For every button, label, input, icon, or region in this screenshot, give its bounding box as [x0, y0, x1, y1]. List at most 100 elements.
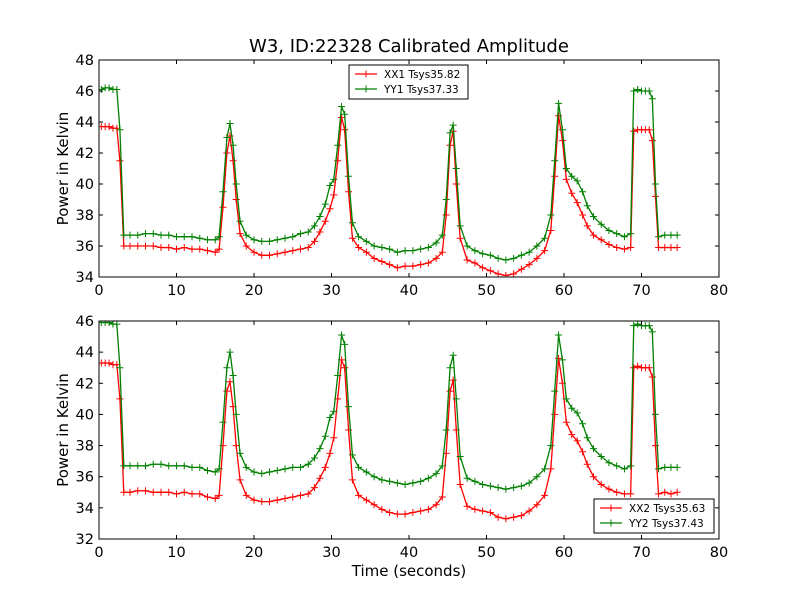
data-point	[142, 230, 149, 238]
data-point	[417, 507, 425, 515]
data-point	[180, 462, 188, 470]
data-point	[289, 233, 297, 241]
x-tick-label: 60	[555, 283, 573, 299]
data-point	[126, 488, 134, 496]
data-point	[463, 502, 471, 510]
data-point	[479, 250, 487, 258]
data-point	[165, 231, 173, 239]
data-point	[281, 495, 289, 503]
data-point	[326, 182, 334, 190]
data-point	[417, 261, 425, 269]
data-point	[338, 103, 346, 110]
data-point	[630, 87, 638, 95]
data-point	[401, 510, 409, 518]
data-point	[673, 244, 681, 252]
legend-marker	[362, 85, 370, 93]
data-point	[541, 465, 549, 473]
data-point	[597, 452, 605, 460]
data-point	[310, 454, 318, 462]
data-point	[547, 211, 555, 219]
data-point	[502, 271, 510, 277]
data-point	[648, 328, 656, 336]
data-point	[370, 473, 378, 481]
data-point	[551, 410, 559, 418]
data-point	[215, 233, 223, 241]
data-point	[232, 442, 240, 450]
data-point	[362, 496, 370, 504]
x-tick-label: 10	[167, 283, 185, 299]
data-point	[345, 172, 353, 180]
data-point	[424, 259, 432, 267]
x-tick-label: 0	[94, 283, 103, 299]
data-point	[409, 247, 417, 255]
data-point	[393, 264, 401, 272]
data-point	[452, 165, 460, 172]
data-point	[273, 236, 281, 244]
data-point	[661, 231, 669, 239]
data-point	[281, 234, 289, 242]
y-tick-label: 48	[76, 53, 94, 69]
data-point	[266, 468, 273, 476]
data-point	[525, 248, 533, 256]
data-point	[341, 364, 349, 372]
data-point	[533, 254, 541, 262]
data-point	[204, 493, 211, 501]
data-point	[355, 491, 363, 499]
data-point	[236, 476, 244, 484]
data-point	[541, 247, 549, 255]
data-point	[579, 448, 587, 456]
data-point	[438, 462, 446, 470]
data-point	[348, 451, 356, 459]
data-point	[651, 410, 659, 418]
data-point	[502, 256, 510, 264]
data-point	[620, 490, 628, 498]
data-point	[310, 484, 318, 492]
data-point	[348, 219, 356, 227]
data-point	[116, 364, 124, 372]
data-point	[134, 231, 142, 239]
data-point	[196, 490, 204, 498]
data-point	[316, 445, 324, 453]
data-point	[613, 244, 621, 252]
data-point	[463, 474, 471, 482]
data-point	[223, 149, 231, 157]
y-tick-label: 36	[76, 239, 94, 255]
data-point	[341, 340, 349, 348]
x-tick-label: 0	[94, 545, 103, 561]
data-point	[165, 462, 173, 470]
data-point	[196, 245, 204, 253]
data-point	[568, 172, 576, 180]
data-point	[471, 505, 479, 513]
data-point	[409, 479, 417, 487]
data-point	[486, 267, 494, 275]
data-point	[173, 233, 180, 241]
data-point	[424, 505, 432, 513]
data-point	[345, 403, 353, 411]
data-point	[417, 477, 425, 485]
data-point	[297, 230, 304, 238]
data-point	[266, 251, 273, 259]
data-point	[289, 247, 297, 255]
data-point	[562, 395, 570, 403]
data-point	[573, 177, 581, 185]
data-point	[568, 189, 576, 197]
data-point	[562, 165, 570, 172]
data-point	[330, 407, 338, 415]
data-point	[589, 213, 597, 221]
data-point	[589, 231, 597, 239]
data-point	[326, 205, 334, 213]
data-point	[226, 348, 234, 356]
data-point	[533, 242, 541, 250]
data-point	[116, 157, 124, 165]
data-point	[667, 463, 675, 471]
y-tick-label: 34	[76, 501, 94, 517]
y-tick-label: 38	[76, 439, 94, 455]
data-point	[510, 270, 518, 277]
data-point	[334, 141, 342, 149]
data-point	[555, 354, 563, 362]
y-tick-label: 42	[76, 146, 94, 162]
data-point	[655, 233, 663, 241]
data-point	[627, 244, 635, 252]
data-point	[510, 513, 518, 521]
data-point	[355, 463, 363, 471]
